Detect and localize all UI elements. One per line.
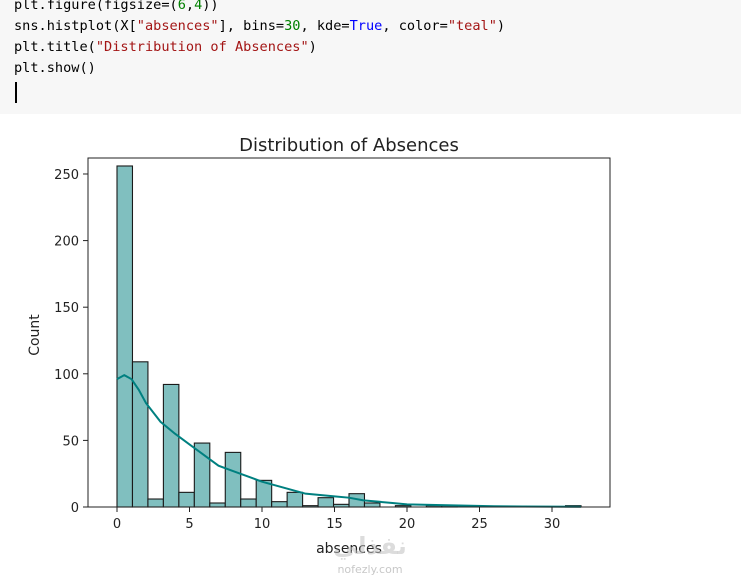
code-token: plt.title( [14, 39, 96, 55]
code-line: plt.show() [14, 58, 741, 79]
code-token: "absences" [136, 18, 219, 34]
histogram-bar [271, 501, 288, 508]
y-axis-label: Count [27, 314, 43, 356]
code-token: ) [496, 18, 506, 34]
code-token: , [185, 0, 195, 13]
x-axis-label: absences [316, 541, 382, 557]
y-tick-label: 150 [54, 301, 79, 316]
histogram-chart: Distribution of Absences 0 5 10 15 20 25 30 0 50… [27, 135, 611, 557]
code-line: plt.figure(figsize=(6,4)) [14, 0, 741, 16]
histogram-bar [224, 451, 242, 508]
histogram-bar [178, 491, 195, 508]
histogram-bar [147, 498, 164, 508]
x-tick-label: 15 [326, 517, 343, 532]
histogram-bar [363, 502, 381, 508]
code-token: "teal" [447, 18, 497, 34]
code-token: 4 [194, 0, 203, 13]
code-cell-input[interactable]: plt.figure(figsize=(6,4)) sns.histplot(X[… [0, 0, 741, 114]
x-tick-label: 25 [471, 517, 488, 532]
code-line: plt.title("Distribution of Absences") [14, 37, 741, 58]
histogram-bar [162, 383, 180, 508]
y-tick-label: 50 [62, 434, 79, 449]
code-token: "Distribution of Absences" [95, 39, 309, 55]
x-tick-label: 5 [185, 517, 193, 532]
y-tick-label: 250 [54, 168, 79, 183]
x-tick-label: 10 [254, 517, 271, 532]
code-token: 6 [177, 0, 186, 13]
code-token: plt.show [14, 60, 80, 76]
code-token: True [349, 18, 383, 34]
histogram-bar [286, 491, 304, 508]
code-token: ], bins= [218, 18, 285, 34]
code-token: sns.histplot(X[ [14, 18, 137, 34]
code-token: () [79, 60, 96, 76]
histogram-bar [209, 502, 226, 508]
y-tick-label: 0 [71, 501, 79, 516]
cell-output: Distribution of Absences 0 5 10 15 20 25 30 0 50… [0, 114, 741, 577]
code-token: 30 [284, 18, 301, 34]
y-tick-label: 100 [54, 368, 79, 383]
code-token: )) [202, 0, 219, 13]
code-line: sns.histplot(X["absences"], bins=30, kde… [14, 16, 741, 37]
x-tick-label: 30 [544, 517, 561, 532]
x-tick-label: 20 [399, 517, 416, 532]
x-tick-label: 0 [113, 517, 121, 532]
code-token: plt.figure(figsize= [14, 0, 170, 13]
code-token: , kde= [300, 18, 350, 34]
y-tick-label: 200 [54, 235, 79, 250]
code-token: , color= [382, 18, 448, 34]
chart-title: Distribution of Absences [239, 135, 459, 156]
plot-frame [87, 157, 611, 508]
text-caret [15, 82, 17, 103]
kde-line [116, 373, 582, 508]
code-token: ) [308, 39, 317, 55]
histogram-bar [116, 165, 134, 508]
code-token: ( [169, 0, 178, 13]
histogram-bar [317, 497, 335, 508]
histogram-bar [240, 498, 257, 508]
